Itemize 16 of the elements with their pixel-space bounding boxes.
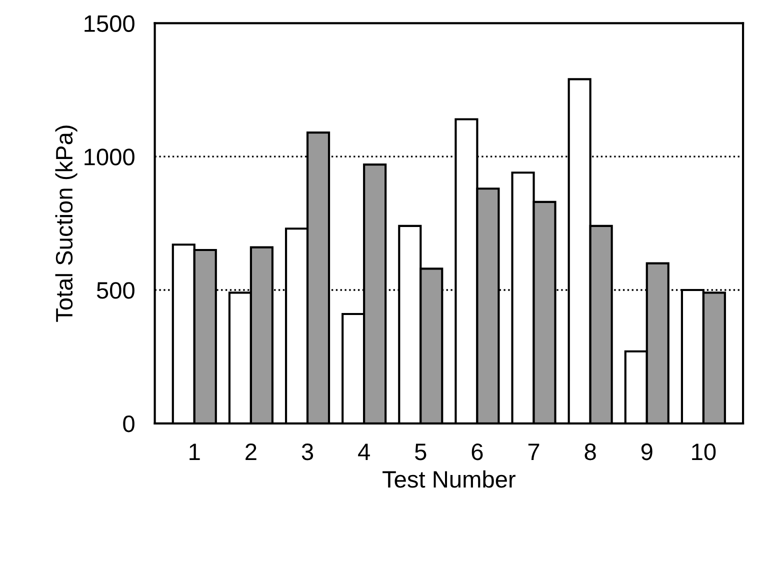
x-tick-label: 9 <box>641 443 652 460</box>
x-tick-label: 5 <box>415 444 426 460</box>
x-tick-label: 1 <box>190 444 200 460</box>
y-tick-label: 0 <box>123 415 134 432</box>
y-tick-label: 500 <box>96 282 134 299</box>
x-tick-label: 6 <box>472 443 483 460</box>
x-tick-label: 8 <box>584 443 596 460</box>
x-tick-label: 2 <box>246 443 256 460</box>
x-tick-label: 4 <box>358 444 370 460</box>
x-tick-label: 3 <box>302 443 314 460</box>
y-axis-title: Total Suction (kPa) <box>55 126 78 322</box>
x-tick-label: 7 <box>528 444 540 460</box>
y-tick-label: 1500 <box>84 15 134 32</box>
y-tick-label: 1000 <box>84 148 134 166</box>
x-tick-label: 10 <box>692 443 716 460</box>
x-axis-title: Test Number <box>382 470 516 488</box>
